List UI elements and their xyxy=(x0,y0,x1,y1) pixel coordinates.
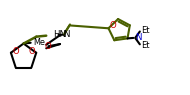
Text: Et: Et xyxy=(142,26,150,34)
Text: O: O xyxy=(45,42,51,51)
Text: HN: HN xyxy=(54,30,67,39)
Text: O: O xyxy=(12,48,19,56)
Text: N: N xyxy=(135,33,141,42)
Text: Me: Me xyxy=(33,38,45,47)
Text: O: O xyxy=(28,48,35,56)
Text: O: O xyxy=(109,21,116,30)
Text: Et: Et xyxy=(142,41,150,50)
Text: N: N xyxy=(63,30,70,39)
